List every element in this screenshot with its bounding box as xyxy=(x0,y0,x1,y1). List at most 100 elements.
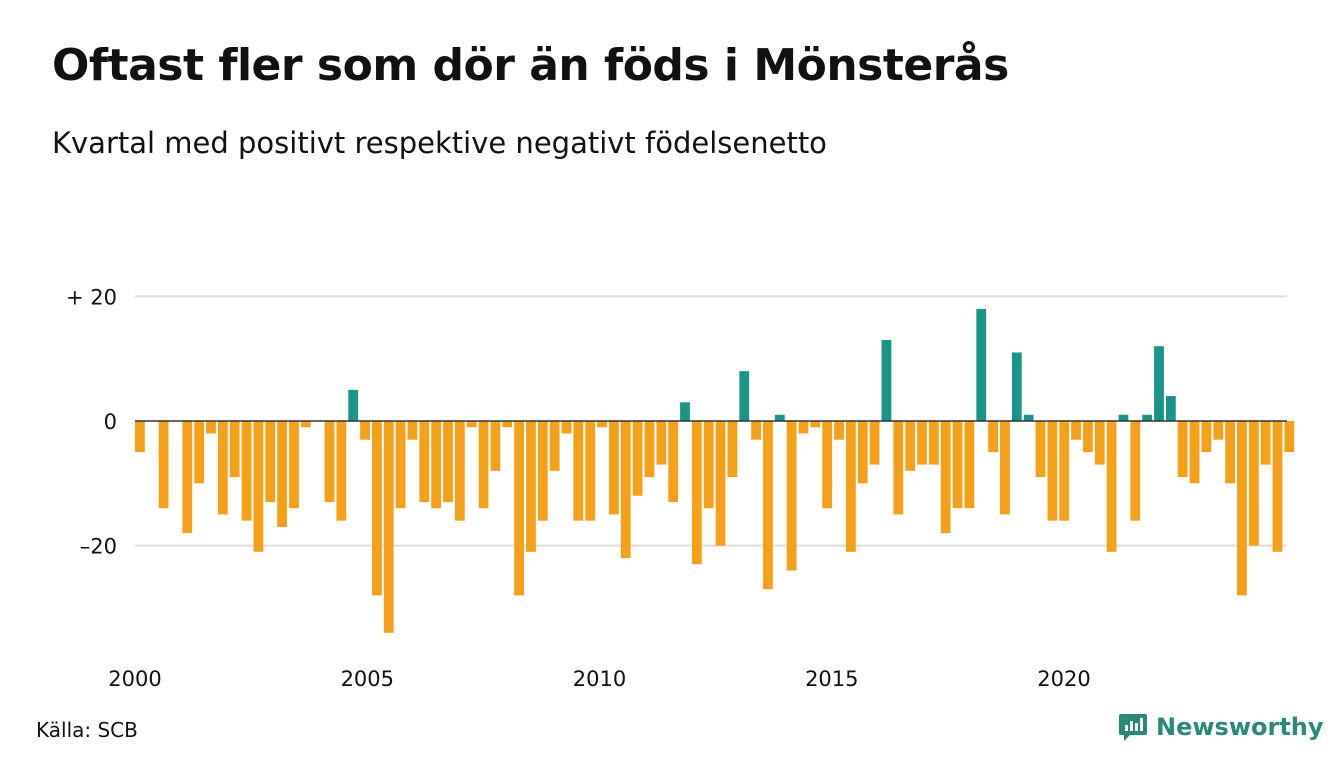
bar-82 xyxy=(1106,421,1117,552)
grid-layer xyxy=(135,295,1287,547)
bar-7 xyxy=(217,421,228,515)
bar-69 xyxy=(952,421,963,509)
y-tick-label-2: –20 xyxy=(80,535,117,559)
bar-21 xyxy=(383,421,394,633)
bar-46 xyxy=(680,402,690,421)
bar-72 xyxy=(988,421,998,453)
bar-32 xyxy=(514,421,524,596)
bar-chart: + 20 0 –20 2000 2005 2010 2015 2020 xyxy=(66,285,1295,691)
bar-43 xyxy=(644,421,655,478)
bar-8 xyxy=(229,421,240,478)
bar-61 xyxy=(857,421,868,484)
bar-73 xyxy=(1000,421,1010,515)
bar-67 xyxy=(928,421,939,465)
bar-83 xyxy=(1118,414,1129,421)
source-note: Källa: SCB xyxy=(36,718,138,742)
x-tick-label-4: 2020 xyxy=(1037,667,1090,691)
bar-93 xyxy=(1237,421,1247,596)
bar-60 xyxy=(846,421,856,552)
bar-22 xyxy=(395,421,406,509)
bar-42 xyxy=(632,421,643,496)
bar-90 xyxy=(1201,421,1212,453)
bar-31 xyxy=(502,421,513,428)
bar-66 xyxy=(917,421,927,465)
bar-33 xyxy=(526,421,536,552)
x-axis-labels: 2000 2005 2010 2015 2020 xyxy=(108,667,1090,691)
bar-55 xyxy=(786,421,797,571)
bar-24 xyxy=(419,421,430,502)
bar-25 xyxy=(431,421,442,509)
bar-34 xyxy=(537,421,548,521)
bar-37 xyxy=(573,421,584,521)
bar-71 xyxy=(976,308,987,421)
bar-84 xyxy=(1130,421,1141,521)
bar-11 xyxy=(265,421,276,502)
x-tick-label-3: 2015 xyxy=(805,667,858,691)
bar-92 xyxy=(1225,421,1235,484)
bar-4 xyxy=(182,421,193,534)
bar-76 xyxy=(1035,421,1046,478)
x-tick-label-0: 2000 xyxy=(108,667,161,691)
brand-name: Newsworthy xyxy=(1156,713,1324,741)
bar-89 xyxy=(1189,421,1200,484)
bar-52 xyxy=(751,421,761,440)
bar-27 xyxy=(454,421,465,521)
bar-13 xyxy=(289,421,299,509)
bar-14 xyxy=(300,421,311,428)
bar-57 xyxy=(810,421,821,428)
bar-58 xyxy=(822,421,833,509)
bar-23 xyxy=(407,421,418,440)
bar-59 xyxy=(834,421,844,440)
bar-56 xyxy=(798,421,809,434)
bar-75 xyxy=(1023,414,1034,421)
bar-36 xyxy=(561,421,572,434)
x-tick-label-1: 2005 xyxy=(341,667,394,691)
bar-2 xyxy=(158,421,169,509)
bar-74 xyxy=(1011,352,1022,421)
chart-subtitle: Kvartal med positivt respektive negativt… xyxy=(52,126,827,160)
bar-29 xyxy=(478,421,489,509)
bar-5 xyxy=(194,421,205,484)
bar-19 xyxy=(360,421,370,440)
x-tick-label-2: 2010 xyxy=(573,667,626,691)
bar-20 xyxy=(372,421,382,596)
bar-45 xyxy=(668,421,679,502)
brand-logo: Newsworthy xyxy=(1118,712,1324,742)
bar-80 xyxy=(1083,421,1093,453)
bar-81 xyxy=(1094,421,1105,465)
bar-49 xyxy=(715,421,726,546)
bar-48 xyxy=(703,421,714,509)
bar-95 xyxy=(1260,421,1271,465)
y-axis-labels: + 20 0 –20 xyxy=(66,285,117,558)
bar-16 xyxy=(324,421,335,502)
bar-62 xyxy=(869,421,880,465)
bar-40 xyxy=(609,421,619,515)
bars-layer xyxy=(135,308,1295,633)
bar-63 xyxy=(881,340,892,421)
bar-17 xyxy=(336,421,347,521)
bar-85 xyxy=(1142,414,1153,421)
bar-28 xyxy=(466,421,477,428)
bar-65 xyxy=(905,421,916,471)
bar-30 xyxy=(490,421,501,471)
y-tick-label-1: 0 xyxy=(104,410,117,434)
bar-77 xyxy=(1047,421,1058,521)
bar-94 xyxy=(1248,421,1259,546)
bar-41 xyxy=(620,421,631,559)
bar-96 xyxy=(1272,421,1283,552)
bar-12 xyxy=(277,421,287,527)
bar-10 xyxy=(253,421,264,552)
bar-44 xyxy=(656,421,667,465)
bar-70 xyxy=(964,421,975,509)
bar-9 xyxy=(241,421,252,521)
bar-68 xyxy=(940,421,951,534)
bar-78 xyxy=(1059,421,1070,521)
bar-79 xyxy=(1071,421,1081,440)
bar-47 xyxy=(691,421,702,565)
bar-86 xyxy=(1154,346,1164,421)
bar-87 xyxy=(1165,396,1176,421)
bar-88 xyxy=(1177,421,1188,478)
bar-54 xyxy=(774,414,785,421)
bar-26 xyxy=(443,421,453,502)
bar-51 xyxy=(739,371,750,421)
